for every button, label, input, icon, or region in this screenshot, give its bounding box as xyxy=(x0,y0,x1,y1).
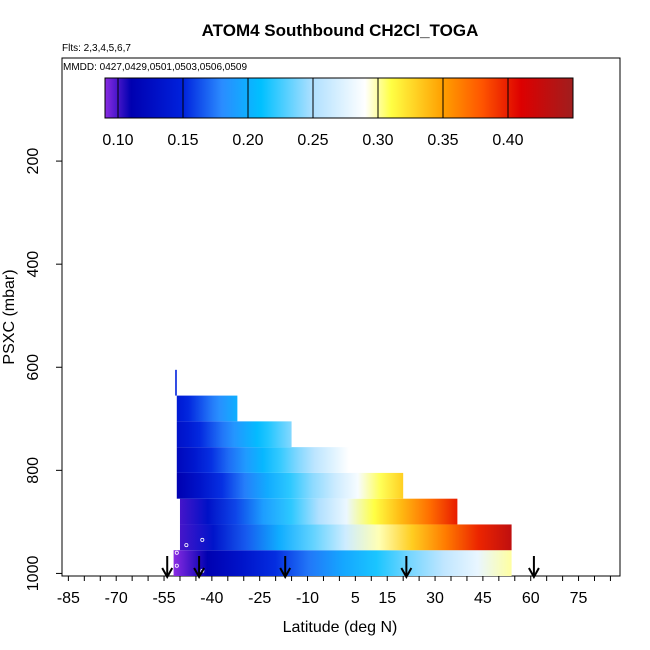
x-tick-label: 45 xyxy=(474,590,492,607)
heatmap-layer xyxy=(176,421,292,448)
lat-arrow xyxy=(193,556,205,580)
heatmap-layer xyxy=(176,447,349,473)
heatmap-layer xyxy=(176,472,404,499)
x-tick-label: -40 xyxy=(200,590,223,607)
colorbar-tick-label: 0.10 xyxy=(102,132,133,149)
x-tick-label: 5 xyxy=(351,590,360,607)
colorbar-gradient xyxy=(104,77,574,119)
sample-marker xyxy=(200,537,205,542)
x-tick-label: -85 xyxy=(57,590,80,607)
y-axis-label: PSXC (mbar) xyxy=(1,269,18,364)
latitude-arrows xyxy=(161,556,540,580)
sample-marker xyxy=(174,550,179,555)
colorbar-tick-label: 0.35 xyxy=(427,132,458,149)
x-axis-label: Latitude (deg N) xyxy=(283,619,398,636)
dates-subtitle: MMDD: 0427,0429,0501,0503,0506,0509 xyxy=(63,62,247,73)
colorbar-tick-label: 0.15 xyxy=(167,132,198,149)
colorbar-tick-label: 0.30 xyxy=(362,132,393,149)
lat-arrow xyxy=(279,556,292,580)
y-tick-label: 1000 xyxy=(25,556,42,592)
colorbar-tick-label: 0.40 xyxy=(492,132,523,149)
heatmap-layer xyxy=(179,524,512,551)
x-tick-label: -10 xyxy=(296,590,319,607)
colorbar: 0.10 0.15 0.20 0.25 0.30 0.35 0.40 xyxy=(102,77,574,149)
sample-marker xyxy=(184,543,189,548)
colorbar-tick-label: 0.25 xyxy=(297,132,328,149)
x-tick-label: 15 xyxy=(378,590,396,607)
x-axis: -85 -70 -55 -40 -25 -10 5 15 30 45 60 75 xyxy=(57,576,611,607)
lat-arrow xyxy=(161,556,174,580)
heatmap-layer xyxy=(175,369,177,396)
y-tick-label: 600 xyxy=(25,354,42,381)
flights-subtitle: Flts: 2,3,4,5,6,7 xyxy=(62,43,131,54)
colorbar-tick-label: 0.20 xyxy=(232,132,263,149)
x-tick-label: -55 xyxy=(152,590,175,607)
heatmap-layer xyxy=(176,395,238,422)
x-tick-label: 30 xyxy=(426,590,444,607)
heatmap-layer xyxy=(173,550,512,576)
y-tick-label: 800 xyxy=(25,457,42,484)
y-tick-label: 200 xyxy=(25,148,42,175)
heatmap-layers xyxy=(173,369,512,576)
lat-arrow xyxy=(528,556,540,580)
x-tick-label: -25 xyxy=(248,590,271,607)
heatmap-layer xyxy=(179,498,458,525)
chart-title: ATOM4 Southbound CH2Cl_TOGA xyxy=(202,21,479,40)
x-tick-label: -70 xyxy=(105,590,128,607)
y-tick-label: 400 xyxy=(25,251,42,278)
x-tick-label: 75 xyxy=(570,590,588,607)
lat-arrow xyxy=(400,556,413,580)
sample-marker xyxy=(174,563,179,568)
x-tick-label: 60 xyxy=(522,590,540,607)
y-axis: 200 400 600 800 1000 xyxy=(25,148,62,592)
